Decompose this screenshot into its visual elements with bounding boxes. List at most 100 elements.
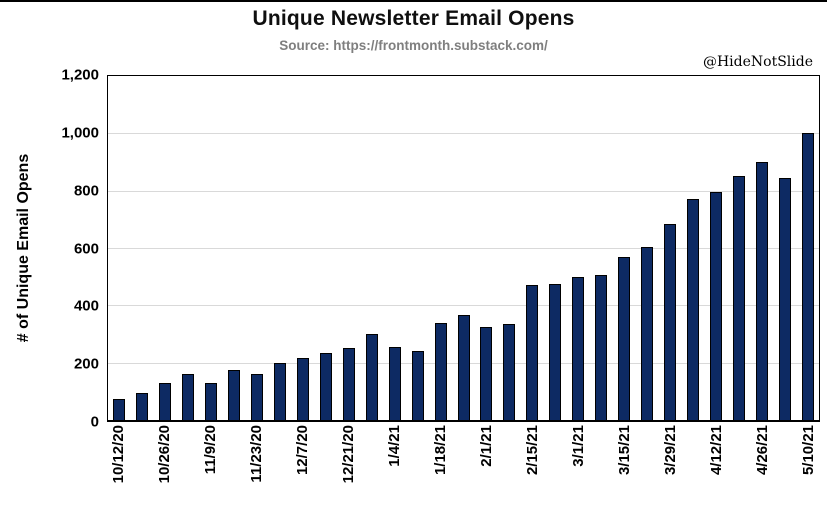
bar-1/11/21 xyxy=(411,351,424,420)
x-tick-slot: 4/12/21 xyxy=(705,425,728,525)
bar-slot xyxy=(796,76,819,420)
bar-slot xyxy=(750,76,773,420)
x-tick-slot xyxy=(360,425,383,525)
bar-10/12/20 xyxy=(113,398,126,420)
x-tick-label: 4/26/21 xyxy=(754,425,771,476)
x-tick-label: 10/26/20 xyxy=(156,425,173,484)
x-tick-slot xyxy=(682,425,705,525)
y-tick-label: 200 xyxy=(73,355,99,373)
bar-slot xyxy=(131,76,154,420)
x-axis-tick-labels: 10/12/20 10/26/20 11/9/20 11/23/20 12/7/20 12… xyxy=(107,425,820,525)
bar-slot xyxy=(452,76,475,420)
y-tick-label: 1,000 xyxy=(61,124,99,142)
bar-slot xyxy=(314,76,337,420)
x-tick-slot xyxy=(636,425,659,525)
watermark-handle: @HideNotSlide xyxy=(702,54,813,70)
bar-slot xyxy=(681,76,704,420)
bar-12/7/20 xyxy=(296,358,309,420)
bar-slot xyxy=(498,76,521,420)
x-tick-slot xyxy=(176,425,199,525)
bar-slot xyxy=(544,76,567,420)
bar-slot xyxy=(521,76,544,420)
bar-slot xyxy=(567,76,590,420)
bar-4/12/21 xyxy=(709,192,722,420)
plot-area xyxy=(107,75,820,422)
bar-slot xyxy=(659,76,682,420)
bar-slot xyxy=(269,76,292,420)
x-tick-label: 1/4/21 xyxy=(386,425,403,467)
x-tick-slot: 3/1/21 xyxy=(567,425,590,525)
bar-slot xyxy=(704,76,727,420)
bar-slot xyxy=(475,76,498,420)
bar-slot xyxy=(773,76,796,420)
bar-slot xyxy=(177,76,200,420)
x-tick-label: 11/9/20 xyxy=(202,425,219,475)
bar-4/5/21 xyxy=(686,199,699,420)
x-tick-label: 10/12/20 xyxy=(110,425,127,484)
x-tick-label: 12/7/20 xyxy=(294,425,311,476)
x-tick-label: 1/18/21 xyxy=(432,425,449,476)
bar-3/22/21 xyxy=(641,246,654,420)
bar-3/8/21 xyxy=(595,275,608,420)
bar-slot xyxy=(429,76,452,420)
x-tick-slot: 5/10/21 xyxy=(797,425,820,525)
x-tick-slot xyxy=(452,425,475,525)
x-tick-slot xyxy=(130,425,153,525)
x-tick-slot xyxy=(498,425,521,525)
bar-4/26/21 xyxy=(755,162,768,420)
bar-10/19/20 xyxy=(136,392,149,420)
x-tick-label: 3/15/21 xyxy=(616,425,633,476)
bar-12/14/20 xyxy=(319,352,332,420)
bar-12/21/20 xyxy=(342,348,355,420)
bar-12/28/20 xyxy=(365,334,378,420)
bar-series xyxy=(108,76,819,420)
bar-slot xyxy=(406,76,429,420)
bar-slot xyxy=(292,76,315,420)
bar-11/2/20 xyxy=(182,374,195,420)
bar-slot xyxy=(246,76,269,420)
bar-10/26/20 xyxy=(159,382,172,420)
y-tick-label: 400 xyxy=(73,297,99,315)
bar-2/8/21 xyxy=(503,323,516,420)
x-tick-slot xyxy=(314,425,337,525)
bar-2/22/21 xyxy=(549,283,562,420)
bar-11/30/20 xyxy=(274,362,287,420)
x-tick-slot: 11/23/20 xyxy=(245,425,268,525)
bar-11/16/20 xyxy=(228,369,241,420)
x-tick-slot xyxy=(406,425,429,525)
bar-slot xyxy=(383,76,406,420)
x-tick-slot xyxy=(544,425,567,525)
bar-3/1/21 xyxy=(572,276,585,420)
x-tick-label: 3/1/21 xyxy=(570,425,587,467)
x-tick-label: 2/15/21 xyxy=(524,425,541,476)
y-tick-label: 800 xyxy=(73,182,99,200)
bar-3/15/21 xyxy=(618,256,631,420)
x-tick-slot: 2/15/21 xyxy=(521,425,544,525)
x-tick-label: 4/12/21 xyxy=(708,425,725,476)
x-tick-slot: 1/4/21 xyxy=(383,425,406,525)
x-tick-label: 5/10/21 xyxy=(800,425,817,476)
x-tick-slot: 10/26/20 xyxy=(153,425,176,525)
bar-slot xyxy=(590,76,613,420)
x-tick-label: 2/1/21 xyxy=(478,425,495,467)
bar-1/18/21 xyxy=(434,322,447,420)
x-tick-slot xyxy=(268,425,291,525)
y-tick-label: 1,200 xyxy=(61,66,99,84)
bar-11/9/20 xyxy=(205,382,218,420)
x-tick-slot xyxy=(222,425,245,525)
bar-slot xyxy=(727,76,750,420)
gridline xyxy=(108,248,819,249)
bar-2/1/21 xyxy=(480,326,493,420)
gridline xyxy=(108,190,819,192)
bar-1/25/21 xyxy=(457,315,470,420)
x-tick-slot: 10/12/20 xyxy=(107,425,130,525)
x-tick-slot xyxy=(774,425,797,525)
chart-subtitle: Source: https://frontmonth.substack.com/ xyxy=(279,38,548,53)
x-tick-slot xyxy=(590,425,613,525)
bar-3/29/21 xyxy=(663,223,676,420)
x-tick-slot: 3/29/21 xyxy=(659,425,682,525)
y-tick-label: 600 xyxy=(73,240,99,257)
bar-slot xyxy=(108,76,131,420)
x-tick-slot: 1/18/21 xyxy=(429,425,452,525)
